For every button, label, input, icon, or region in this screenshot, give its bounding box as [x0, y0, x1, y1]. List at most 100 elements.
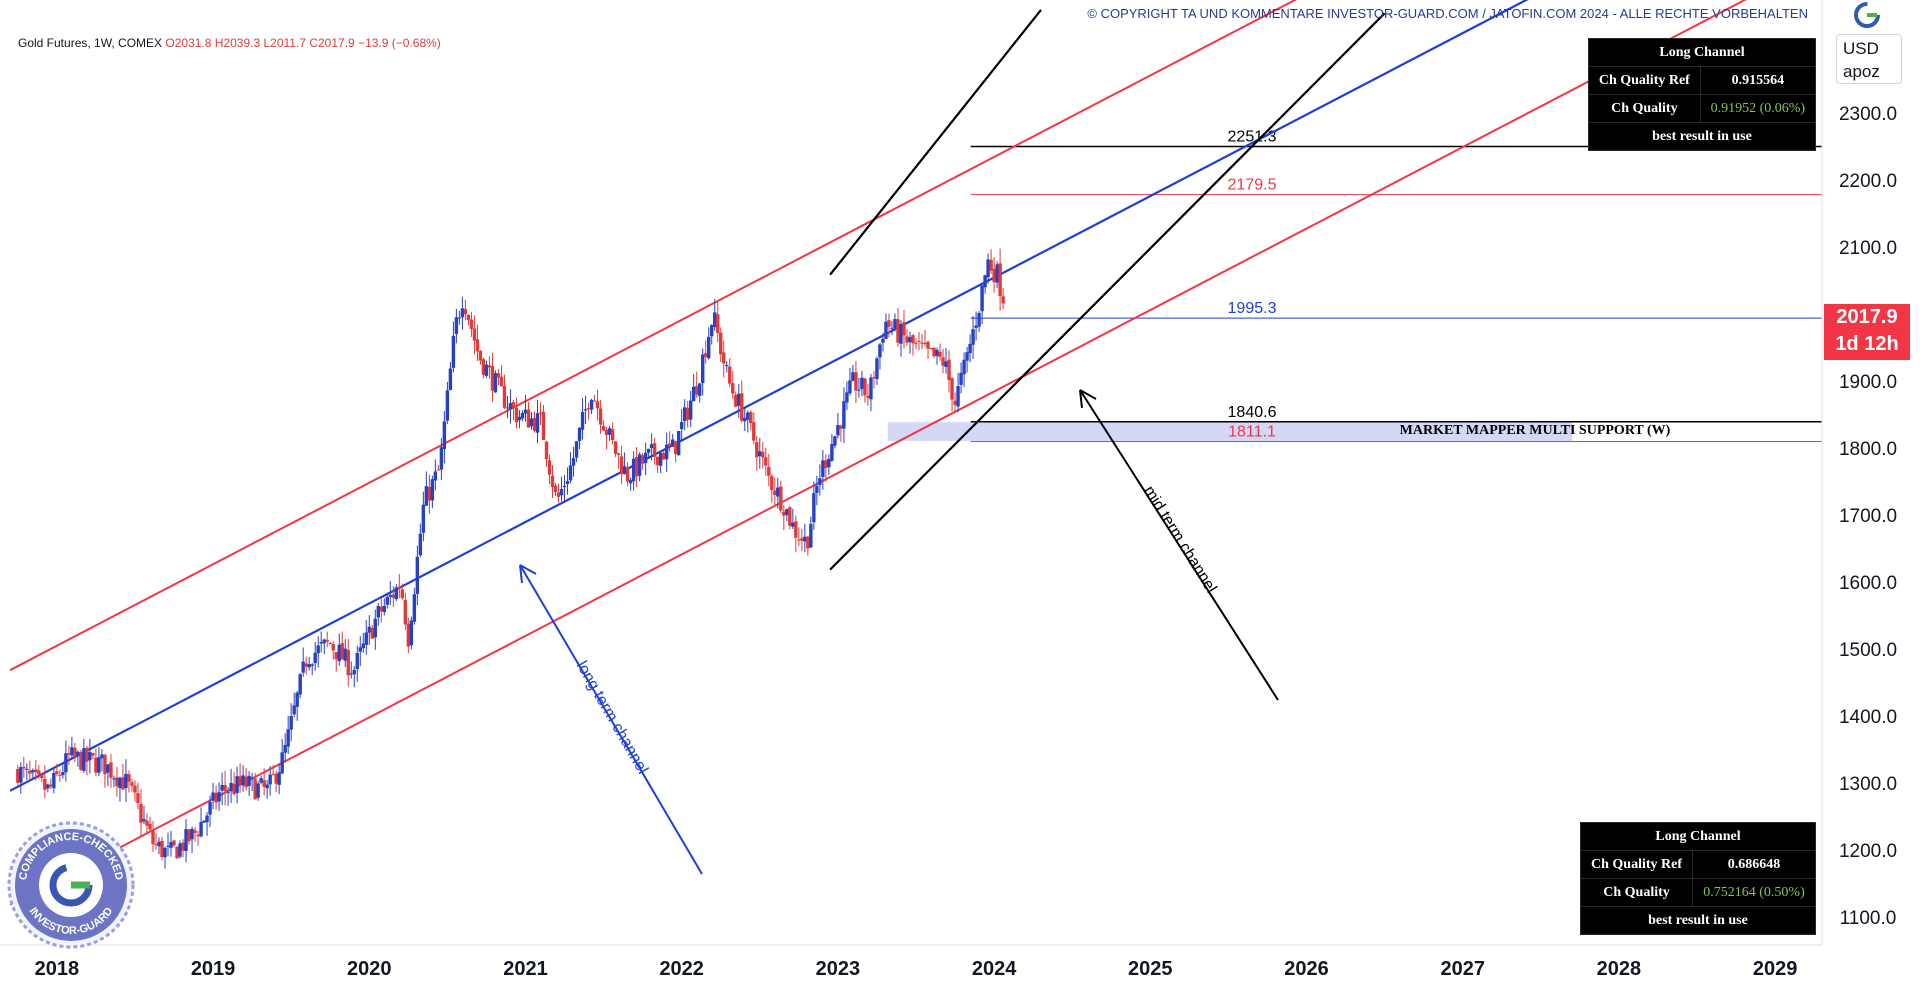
- candle-body: [622, 466, 627, 474]
- candle-body: [478, 350, 483, 361]
- candle-body: [670, 439, 675, 447]
- candle-body: [385, 597, 389, 605]
- candle-body: [466, 314, 471, 321]
- candle-body: [541, 411, 546, 440]
- candle-body: [812, 493, 816, 523]
- candle-body: [571, 458, 576, 466]
- candle-body: [914, 342, 918, 344]
- candle-body: [707, 336, 711, 359]
- candle-body: [917, 340, 921, 342]
- currency-unit-selector[interactable]: USD apoz: [1836, 34, 1902, 84]
- candle-body: [424, 486, 429, 506]
- candle-body: [406, 623, 411, 647]
- candle-body: [55, 771, 59, 774]
- candle-body: [514, 407, 519, 423]
- candle-body: [625, 467, 630, 482]
- candle-body: [655, 456, 660, 466]
- candle-body: [118, 777, 122, 789]
- candle-body: [722, 352, 726, 364]
- table-title: Long Channel: [1588, 38, 1816, 67]
- candle-body: [139, 803, 143, 823]
- candle-body: [451, 335, 456, 368]
- candle-body: [689, 400, 693, 420]
- price-axis[interactable]: 1100.0 1200.0 1300.0 1400.0 1500.0 1600.0 1700…: [1821, 0, 1920, 984]
- candle-body: [550, 475, 555, 488]
- candle-body: [208, 801, 212, 815]
- candle-body: [971, 329, 975, 345]
- candle-body: [815, 485, 819, 493]
- candle-body: [505, 407, 510, 409]
- candle-body: [67, 753, 71, 755]
- candle-body: [223, 785, 227, 792]
- candle-body: [737, 393, 741, 406]
- candle-body: [292, 705, 296, 715]
- candle-body: [767, 466, 771, 476]
- candle-body: [487, 365, 492, 368]
- candle-body: [676, 430, 681, 456]
- candle-body: [193, 830, 197, 834]
- candle-body: [298, 674, 302, 695]
- time-tick-label: 2029: [1753, 958, 1798, 980]
- candle-body: [779, 486, 783, 511]
- candle-body: [758, 451, 762, 456]
- candle-body: [61, 772, 65, 776]
- candle-body: [187, 829, 191, 842]
- candle-body: [809, 523, 813, 548]
- time-axis[interactable]: 2018 2019 2020 2021 2022 2023 2024 2025 2026 2027…: [0, 944, 1822, 984]
- candle-body: [538, 412, 543, 414]
- candle-body: [547, 460, 552, 475]
- candle-body: [938, 351, 942, 357]
- candle-body: [743, 417, 747, 422]
- candle-body: [439, 447, 444, 470]
- time-tick-label: 2028: [1597, 958, 1642, 980]
- candle-body: [472, 328, 477, 341]
- candle-body: [277, 772, 281, 785]
- candle-body: [926, 341, 930, 349]
- candle-body: [992, 268, 996, 283]
- candle-body: [43, 778, 47, 790]
- candle-body: [250, 777, 254, 779]
- candle-body: [301, 661, 305, 673]
- candle-body: [376, 606, 380, 618]
- candle-body: [148, 823, 152, 830]
- candle-body: [484, 364, 489, 376]
- candle-body: [649, 444, 654, 449]
- candle-body: [710, 325, 714, 337]
- candle-body: [944, 361, 948, 367]
- candle-body: [875, 358, 879, 380]
- table-title: Long Channel: [1580, 822, 1816, 851]
- time-tick-label: 2022: [659, 958, 704, 980]
- candle-body: [977, 312, 981, 327]
- candle-body: [580, 411, 585, 430]
- candle-body: [73, 747, 77, 757]
- candle-body: [421, 504, 426, 533]
- candle-body: [256, 783, 260, 798]
- candle-body: [313, 652, 317, 664]
- mid-channel-lower-line: [829, 12, 1386, 571]
- candle-body: [103, 754, 107, 775]
- candle-body: [583, 409, 588, 411]
- last-price: 2017.9: [1836, 306, 1898, 328]
- mid-term-arrow-line: [1079, 389, 1279, 701]
- candle-body: [872, 377, 876, 379]
- candle-body: [367, 626, 371, 633]
- candle-body: [22, 766, 26, 769]
- candle-body: [136, 793, 140, 804]
- candle-body: [755, 442, 759, 458]
- candle-body: [379, 606, 383, 612]
- candle-body: [628, 479, 633, 484]
- candle-body: [226, 792, 230, 794]
- candle-body: [415, 556, 420, 594]
- candle-body: [860, 377, 864, 389]
- candle-body: [923, 343, 927, 345]
- time-tick-label: 2024: [972, 958, 1017, 980]
- candle-body: [749, 412, 753, 424]
- support-zone-rect: [887, 422, 1573, 441]
- candle-body: [526, 409, 531, 428]
- trend-channels: [10, 0, 1747, 906]
- candle-body: [499, 376, 504, 387]
- ref-label: Ch Quality Ref: [1579, 850, 1694, 879]
- candle-body: [328, 643, 332, 645]
- open-value: O2031.8: [165, 36, 212, 50]
